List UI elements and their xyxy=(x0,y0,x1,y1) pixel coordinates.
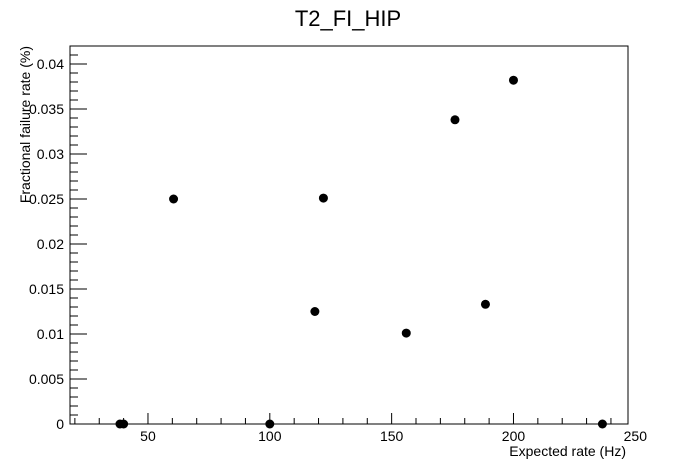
x-tick-label: 50 xyxy=(140,428,156,444)
y-tick-label: 0.035 xyxy=(29,101,64,117)
y-tick-label: 0.005 xyxy=(29,371,64,387)
y-axis-label: Fractional failure rate (%) xyxy=(17,46,33,203)
data-point xyxy=(119,419,129,429)
y-tick-label: 0 xyxy=(56,416,64,432)
data-points xyxy=(115,75,607,429)
data-point xyxy=(597,419,607,429)
y-tick-label: 0.04 xyxy=(37,56,64,72)
data-point xyxy=(318,193,328,203)
y-tick-label: 0.02 xyxy=(37,236,64,252)
x-axis-label: Expected rate (Hz) xyxy=(509,443,626,459)
y-tick-label: 0.015 xyxy=(29,281,64,297)
x-tick-label: 250 xyxy=(624,428,648,444)
y-tick-label: 0.01 xyxy=(37,326,64,342)
data-point xyxy=(450,115,460,125)
x-tick-label: 150 xyxy=(380,428,404,444)
y-tick-label: 0.025 xyxy=(29,191,64,207)
data-point xyxy=(310,307,320,316)
data-point xyxy=(401,328,411,338)
y-axis: 0 0.005 0.01 0.015 0.02 0.025 0.03 0.035 0.04 xyxy=(29,45,87,432)
data-point xyxy=(265,419,275,429)
data-point xyxy=(480,299,490,309)
x-tick-label: 200 xyxy=(502,428,526,444)
plot-frame xyxy=(69,45,629,425)
data-point xyxy=(169,194,179,204)
chart-title: T2_FI_HIP xyxy=(295,6,401,31)
x-axis: 50 100 150 200 250 xyxy=(74,413,648,444)
data-point xyxy=(508,75,518,85)
x-tick-label: 100 xyxy=(258,428,282,444)
y-tick-label: 0.03 xyxy=(37,146,64,162)
